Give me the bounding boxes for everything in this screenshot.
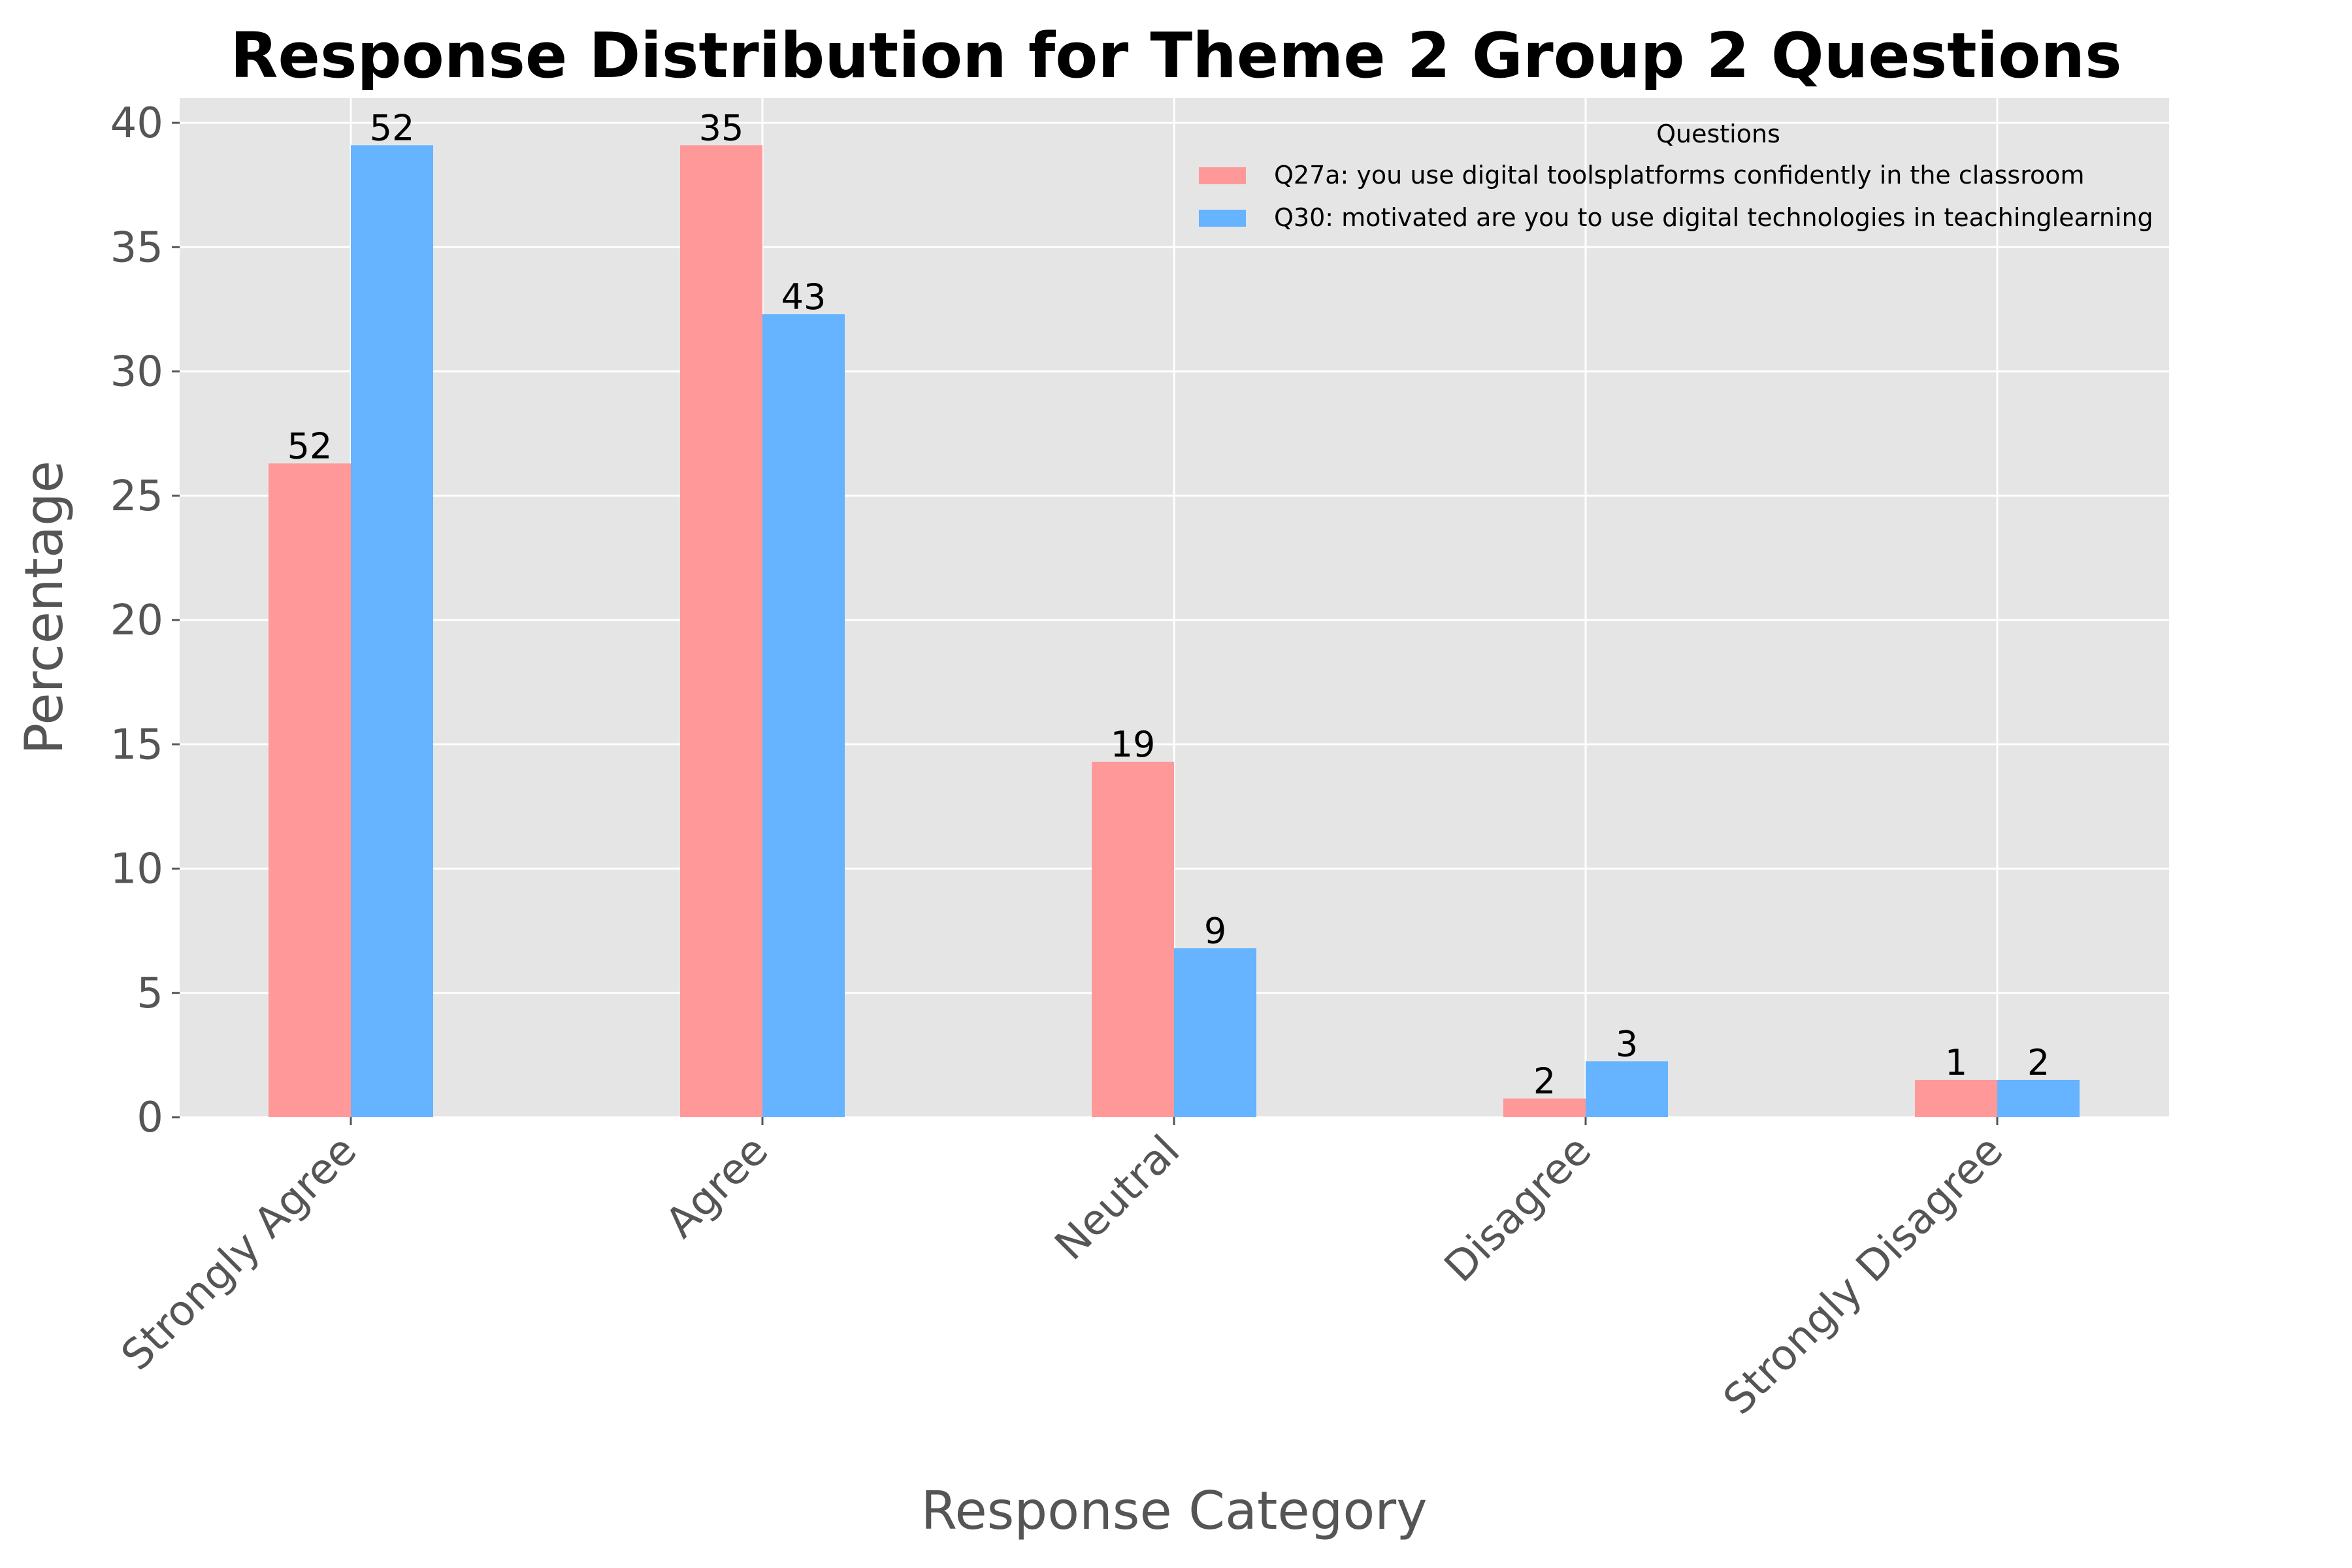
x-tick-label: Neutral [1046,1126,1189,1269]
legend-items: Q27a: you use digital toolsplatforms con… [1199,161,2153,232]
y-tick-label: 30 [110,348,163,397]
x-axis-ticks: Strongly Agree Agree Neutral Disagree Strong… [112,1117,2012,1424]
legend-label: Q30: motivated are you to use digital te… [1274,203,2153,232]
bar-q30-neutral [1174,948,1256,1117]
bar-q27a-agree [680,145,762,1117]
bar-q27a-neutral [1092,761,1174,1117]
bar-value-label: 2 [1533,1060,1556,1102]
y-tick-label: 40 [110,99,163,148]
bar-value-labels: 52 35 19 2 1 52 43 9 3 2 [287,107,2050,1102]
y-tick-label: 25 [110,472,163,521]
chart-title: Response Distribution for Theme 2 Group … [230,20,2121,92]
bar-value-label: 19 [1111,724,1156,765]
bar-value-label: 52 [287,425,333,466]
bar-q27a-strongly-agree [269,463,351,1117]
legend-swatch [1199,210,1246,227]
y-tick-label: 15 [110,721,163,769]
bar-value-label: 3 [1616,1023,1638,1064]
x-tick-label: Agree [657,1126,777,1247]
y-tick-label: 35 [110,223,163,272]
bar-q30-disagree [1586,1061,1668,1117]
bar-q27a-strongly-disagree [1915,1079,1997,1117]
y-tick-label: 10 [110,845,163,894]
bar-value-label: 9 [1204,910,1226,951]
bar-q27a-disagree [1503,1098,1586,1117]
legend: Questions Q27a: you use digital toolspla… [1199,120,2153,232]
bar-value-label: 52 [370,107,415,148]
bar-value-label: 43 [781,276,826,318]
y-tick-label: 0 [137,1094,163,1142]
x-axis-label: Response Category [921,1480,1427,1541]
bar-value-label: 2 [2027,1042,2050,1083]
y-axis-ticks: 0 5 10 15 20 25 30 35 40 [110,99,180,1142]
y-axis-label: Percentage [14,461,74,755]
legend-label: Q27a: you use digital toolsplatforms con… [1274,161,2085,189]
legend-swatch [1199,167,1246,184]
legend-title: Questions [1656,120,1780,148]
x-tick-label: Disagree [1435,1126,1601,1292]
y-tick-label: 20 [110,596,163,645]
x-tick-label: Strongly Disagree [1714,1126,2012,1424]
y-tick-label: 5 [137,970,163,1018]
bar-q30-agree [762,314,845,1117]
bar-q30-strongly-agree [351,145,433,1117]
x-tick-label: Strongly Agree [112,1126,366,1380]
bar-q30-strongly-disagree [1997,1079,2080,1117]
bar-value-label: 1 [1945,1042,1967,1083]
bars [269,145,2080,1117]
bar-value-label: 35 [699,107,744,148]
